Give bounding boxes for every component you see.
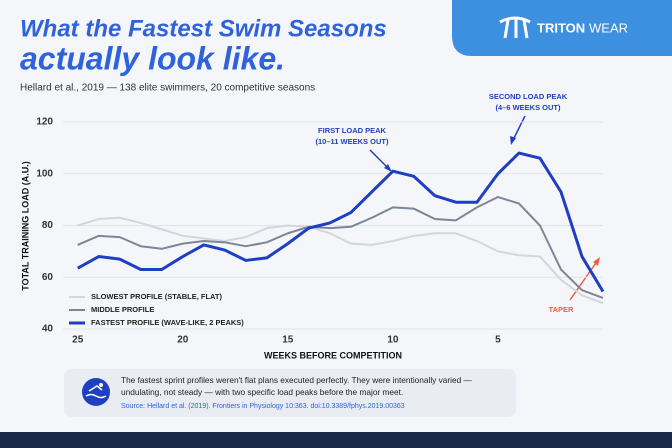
annotation: SECOND LOAD PEAK (489, 92, 568, 101)
series-line (76, 151, 605, 293)
annotation: (4–6 WEEKS OUT) (495, 103, 561, 112)
series-line (77, 196, 604, 299)
y-tick-label: 120 (36, 117, 53, 128)
y-axis-label: TOTAL TRAINING LOAD (A.U.) (20, 161, 30, 291)
annotation-arrow (384, 164, 392, 172)
y-tick-label: 80 (42, 220, 54, 231)
x-axis-label: WEEKS BEFORE COMPETITION (264, 350, 402, 360)
x-tick-label: 5 (495, 335, 501, 346)
source: Source: Hellard et al. (2019). Frontiers… (121, 403, 405, 410)
footer-band (0, 432, 672, 448)
annotation: FIRST LOAD PEAK (318, 126, 387, 135)
chart-title: actually look like. (20, 40, 285, 76)
brand-logo (499, 16, 531, 39)
x-tick-label: 20 (177, 335, 189, 346)
annotation-arrow (593, 257, 600, 266)
series-line (77, 216, 604, 305)
note-box (64, 369, 516, 417)
y-tick-label: 40 (42, 324, 54, 335)
legend-label: MIDDLE PROFILE (91, 305, 154, 314)
note-text: The fastest sprint profiles weren't flat… (121, 375, 473, 385)
note-text: undulating, not steady — with two specif… (121, 387, 403, 397)
x-tick-label: 10 (387, 335, 399, 346)
subtitle: Hellard et al., 2019 — 138 elite swimmer… (20, 83, 315, 94)
annotation: (10–11 WEEKS OUT) (316, 137, 389, 146)
legend-label: SLOWEST PROFILE (STABLE, FLAT) (91, 292, 222, 301)
brand-name: TRITON (537, 20, 585, 35)
y-tick-label: 100 (36, 168, 53, 179)
swimmer-icon (82, 378, 110, 406)
swimmer-icon (99, 383, 103, 387)
x-tick-label: 15 (282, 335, 294, 346)
chart-title: What the Fastest Swim Seasons (20, 15, 387, 42)
legend-label: FASTEST PROFILE (WAVE-LIKE, 2 PEAKS) (91, 318, 244, 327)
plot-area: 40 60 80 100 120 25 20 15 10 5 SLOWEST PROFILE (ST… (36, 117, 605, 346)
brand-banner (452, 0, 672, 56)
annotation-arrow (510, 136, 516, 145)
x-tick-label: 25 (72, 335, 84, 346)
annotation-arrow (569, 259, 599, 301)
annotation: TAPER (549, 305, 574, 314)
brand-name: WEAR (589, 20, 628, 35)
swimmer-icon (85, 385, 107, 399)
y-tick-label: 60 (42, 272, 54, 283)
